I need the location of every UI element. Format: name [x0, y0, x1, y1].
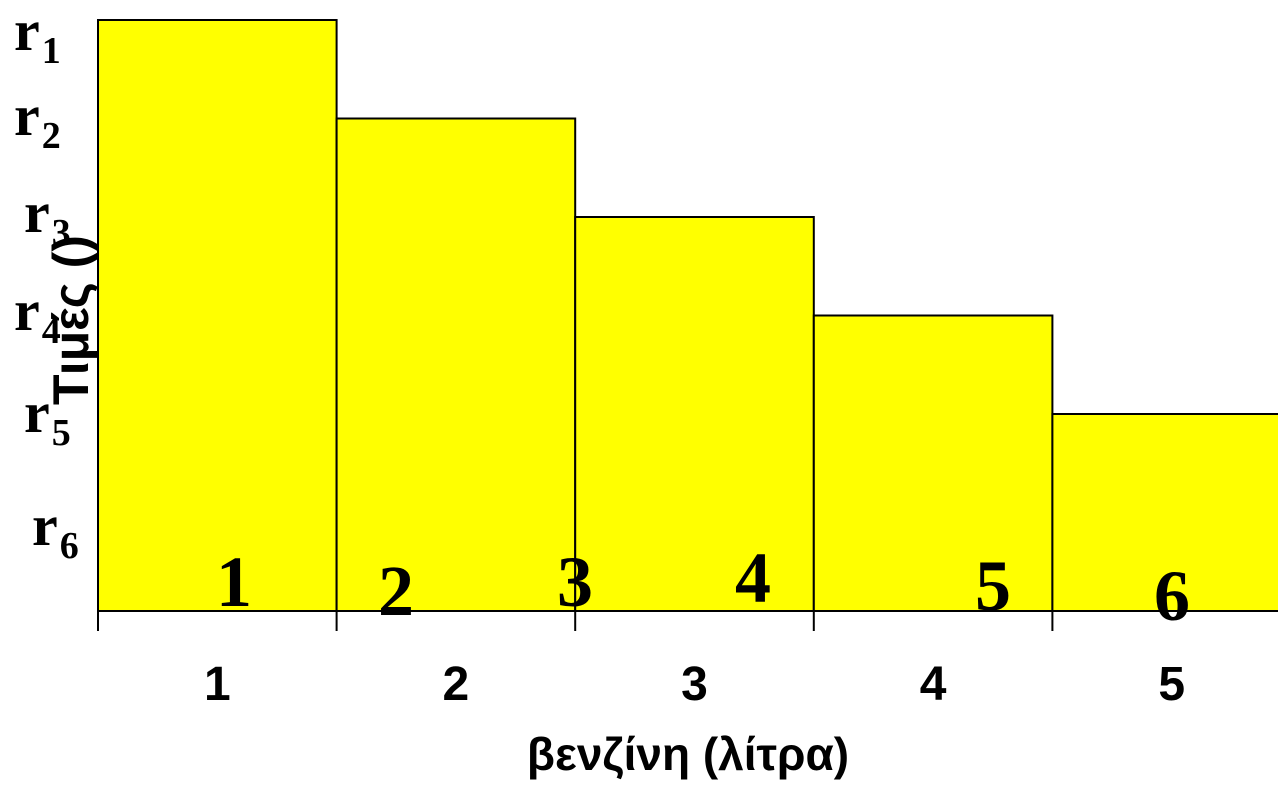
y-axis-title: Τιμές (): [43, 235, 99, 405]
bar-label-2: 2: [378, 551, 414, 631]
x-axis-title: βενζίνη (λίτρα): [527, 728, 849, 780]
y-level-label-r3: r3: [24, 180, 71, 254]
bar-labels-group: 1 2 3 4 5 6: [216, 538, 1190, 636]
bar-2: [335, 117, 577, 612]
y-level-label-r6: r6: [32, 493, 79, 567]
bar-label-1: 1: [216, 542, 252, 622]
x-tick-label-3: 3: [681, 658, 708, 711]
x-tick-label-1: 1: [204, 658, 231, 711]
bar-label-5: 5: [975, 546, 1011, 626]
bar-3: [574, 216, 815, 612]
x-tick-label-5: 5: [1158, 658, 1185, 711]
y-level-label-r5: r5: [24, 380, 71, 454]
bar-label-6: 6: [1154, 556, 1190, 636]
bar-label-4: 4: [735, 538, 771, 618]
bar-label-3: 3: [557, 542, 593, 622]
x-axis: 1 2 3 4 5: [97, 610, 1278, 711]
x-tick-label-4: 4: [920, 658, 947, 711]
y-level-label-r2: r2: [14, 83, 61, 157]
y-level-label-r4: r4: [14, 278, 61, 352]
y-level-label-r1: r1: [14, 0, 61, 72]
y-level-labels: r1 r2 r3 r4 r5 r6: [14, 0, 79, 567]
bar-5: [1051, 413, 1278, 612]
bar-4: [812, 314, 1054, 612]
bars-group: [97, 19, 1278, 612]
bar-1: [97, 19, 338, 612]
x-tick-label-2: 2: [443, 658, 470, 711]
